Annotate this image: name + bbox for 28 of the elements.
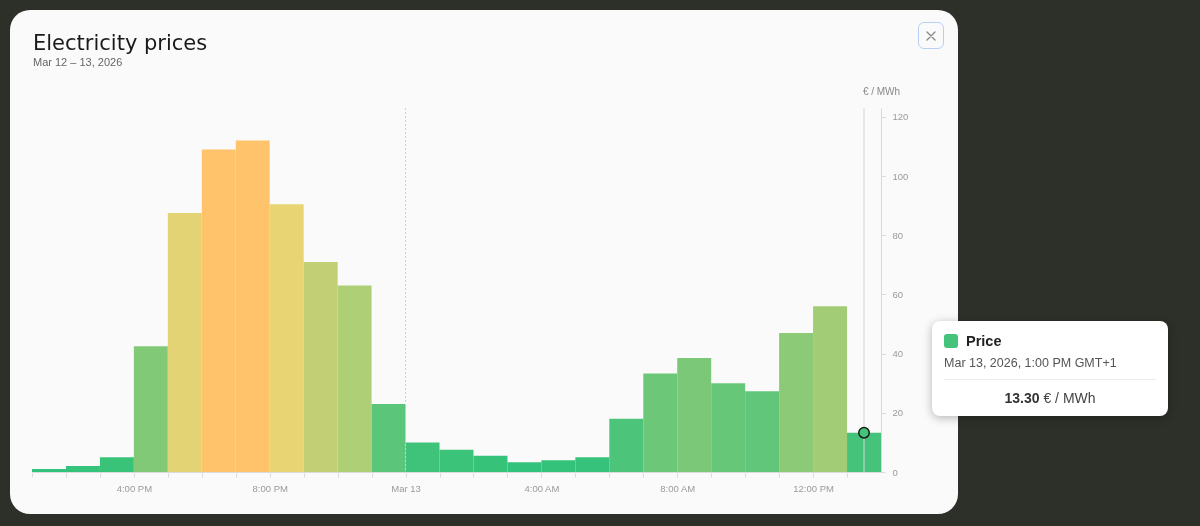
bar bbox=[813, 306, 848, 472]
tooltip-box: Price Mar 13, 2026, 1:00 PM GMT+1 13.30 € / MWh bbox=[932, 320, 1168, 416]
x-tick-label: 4:00 AM bbox=[524, 482, 560, 494]
bar bbox=[167, 213, 202, 472]
bar bbox=[677, 358, 712, 472]
bar bbox=[609, 418, 644, 472]
y-tick-label: 100 bbox=[892, 170, 909, 182]
y-axis-title: € / MWh bbox=[862, 85, 901, 97]
x-tick-label: 8:00 PM bbox=[252, 482, 288, 494]
bar bbox=[371, 403, 406, 472]
chart-title: Electricity prices bbox=[33, 31, 208, 55]
x-tick-label: Mar 13 bbox=[391, 482, 421, 494]
bar bbox=[779, 332, 814, 472]
y-tick-label: 60 bbox=[892, 288, 904, 300]
y-tick-label: 20 bbox=[892, 407, 904, 419]
x-tick-label: 12:00 PM bbox=[793, 482, 834, 494]
y-tick-label: 120 bbox=[892, 111, 909, 123]
y-tick-label: 0 bbox=[892, 466, 898, 478]
y-tick-label: 80 bbox=[892, 229, 904, 241]
x-tick-label: 4:00 PM bbox=[116, 482, 153, 494]
y-tick-label: 40 bbox=[892, 348, 904, 360]
bar bbox=[133, 346, 168, 472]
chart-subtitle: Mar 12 – 13, 2026 bbox=[33, 56, 123, 68]
x-tick-label: 8:00 AM bbox=[660, 482, 696, 494]
bar bbox=[337, 285, 372, 472]
bar bbox=[643, 373, 678, 472]
bar bbox=[303, 261, 338, 472]
bar bbox=[269, 204, 304, 472]
